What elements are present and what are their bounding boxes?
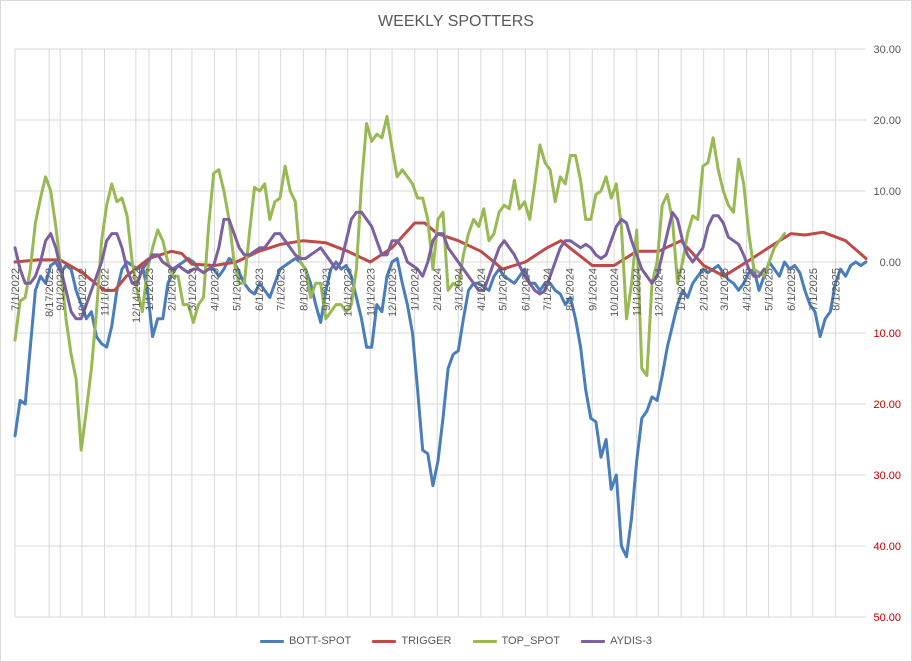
x-tick-label: 1/1/2024 <box>410 268 422 311</box>
series-line-bott-spot <box>13 257 868 559</box>
x-tick-label: 8/1/2025 <box>830 268 842 311</box>
x-tick-label: 2/1/2023 <box>167 268 179 311</box>
x-tick-label: 10/1/2024 <box>609 268 621 317</box>
x-tick-label: 2/1/2024 <box>432 268 444 311</box>
x-tick-label: 7/1/2025 <box>808 268 820 311</box>
x-tick-label: 6/1/2023 <box>254 268 266 311</box>
x-tick-label: 8/1/2024 <box>565 268 577 311</box>
x-tick-label: 3/1/2024 <box>453 268 465 311</box>
x-tick-label: 1/1/2025 <box>676 268 688 311</box>
y-tick-label: 30.00 <box>873 470 901 482</box>
y-tick-label: 50.00 <box>873 612 901 624</box>
x-tick-label: 6/1/2025 <box>786 268 798 311</box>
x-tick-label: 12/1/2023 <box>387 268 399 317</box>
legend-swatch-aydis-3 <box>581 639 606 643</box>
chart-title: WEEKLY SPOTTERS <box>378 13 534 30</box>
legend-label: TOP_SPOT <box>501 635 561 648</box>
x-tick-label: 5/1/2025 <box>764 268 776 311</box>
x-tick-label: 9/1/2023 <box>321 268 333 311</box>
legend-item-trigger: TRIGGER <box>372 635 451 647</box>
x-tick-label: 12/1/2024 <box>654 268 666 317</box>
x-tick-label: 5/1/2023 <box>231 268 243 311</box>
x-tick-label: 4/1/2023 <box>210 268 222 311</box>
x-tick-label: 9/1/2024 <box>587 268 599 311</box>
x-tick-label: 6/1/2024 <box>520 268 532 311</box>
legend-swatch-trigger <box>372 639 397 643</box>
x-tick-label: 7/1/2024 <box>542 268 554 311</box>
x-tick-label: 5/1/2024 <box>498 268 510 311</box>
x-tick-label: 10/1/2022 <box>77 268 89 317</box>
y-tick-label: 10.00 <box>873 186 901 198</box>
legend-item-bott-spot: BOTT-SPOT <box>259 635 352 648</box>
x-tick-label: 11/1/2022 <box>100 268 112 316</box>
legend-label: TRIGGER <box>401 635 452 648</box>
x-tick-label: 4/1/2024 <box>476 268 488 311</box>
y-tick-label: 30.00 <box>873 44 901 56</box>
legend-swatch-top-spot <box>472 639 497 643</box>
legend-label: AYDIS-3 <box>610 635 653 648</box>
legend-item-top-spot: TOP_SPOT <box>472 635 561 648</box>
legend-item-aydis-3: AYDIS-3 <box>581 635 652 647</box>
x-tick-label: 8/17/2022 <box>44 268 56 317</box>
series-line-top-spot <box>13 115 786 452</box>
x-tick-label: 11/1/2023 <box>365 268 377 316</box>
x-tick-label: 7/1/2023 <box>276 268 288 311</box>
series-line-aydis-3 <box>13 210 766 321</box>
legend: BOTT-SPOT TRIGGER TOP_SPOT AYDIS-3 <box>1 635 911 647</box>
x-tick-label: 4/1/2025 <box>742 268 754 311</box>
x-tick-label: 10/1/2023 <box>343 268 355 317</box>
legend-label: BOTT-SPOT <box>288 635 352 648</box>
x-tick-label: 9/1/2022 <box>55 268 67 311</box>
y-tick-label: 0.00 <box>880 257 901 269</box>
x-tick-label: 8/1/2023 <box>298 268 310 311</box>
y-tick-label: 20.00 <box>873 115 901 127</box>
y-tick-label: 40.00 <box>873 541 901 553</box>
y-tick-label: 10.00 <box>873 328 901 340</box>
x-tick-label: 7/1/2022 <box>10 268 22 311</box>
x-tick-label: 11/1/2024 <box>632 268 644 316</box>
x-tick-label: 2/1/2025 <box>699 268 711 311</box>
x-tick-label: 3/1/2023 <box>187 268 199 311</box>
x-tick-label: 12/14/2022 <box>131 268 143 323</box>
legend-swatch-bott-spot <box>259 639 284 643</box>
y-tick-label: 20.00 <box>873 399 901 411</box>
x-tick-label: 3/1/2025 <box>719 268 731 311</box>
x-tick-label: 1/1/2023 <box>144 268 156 311</box>
